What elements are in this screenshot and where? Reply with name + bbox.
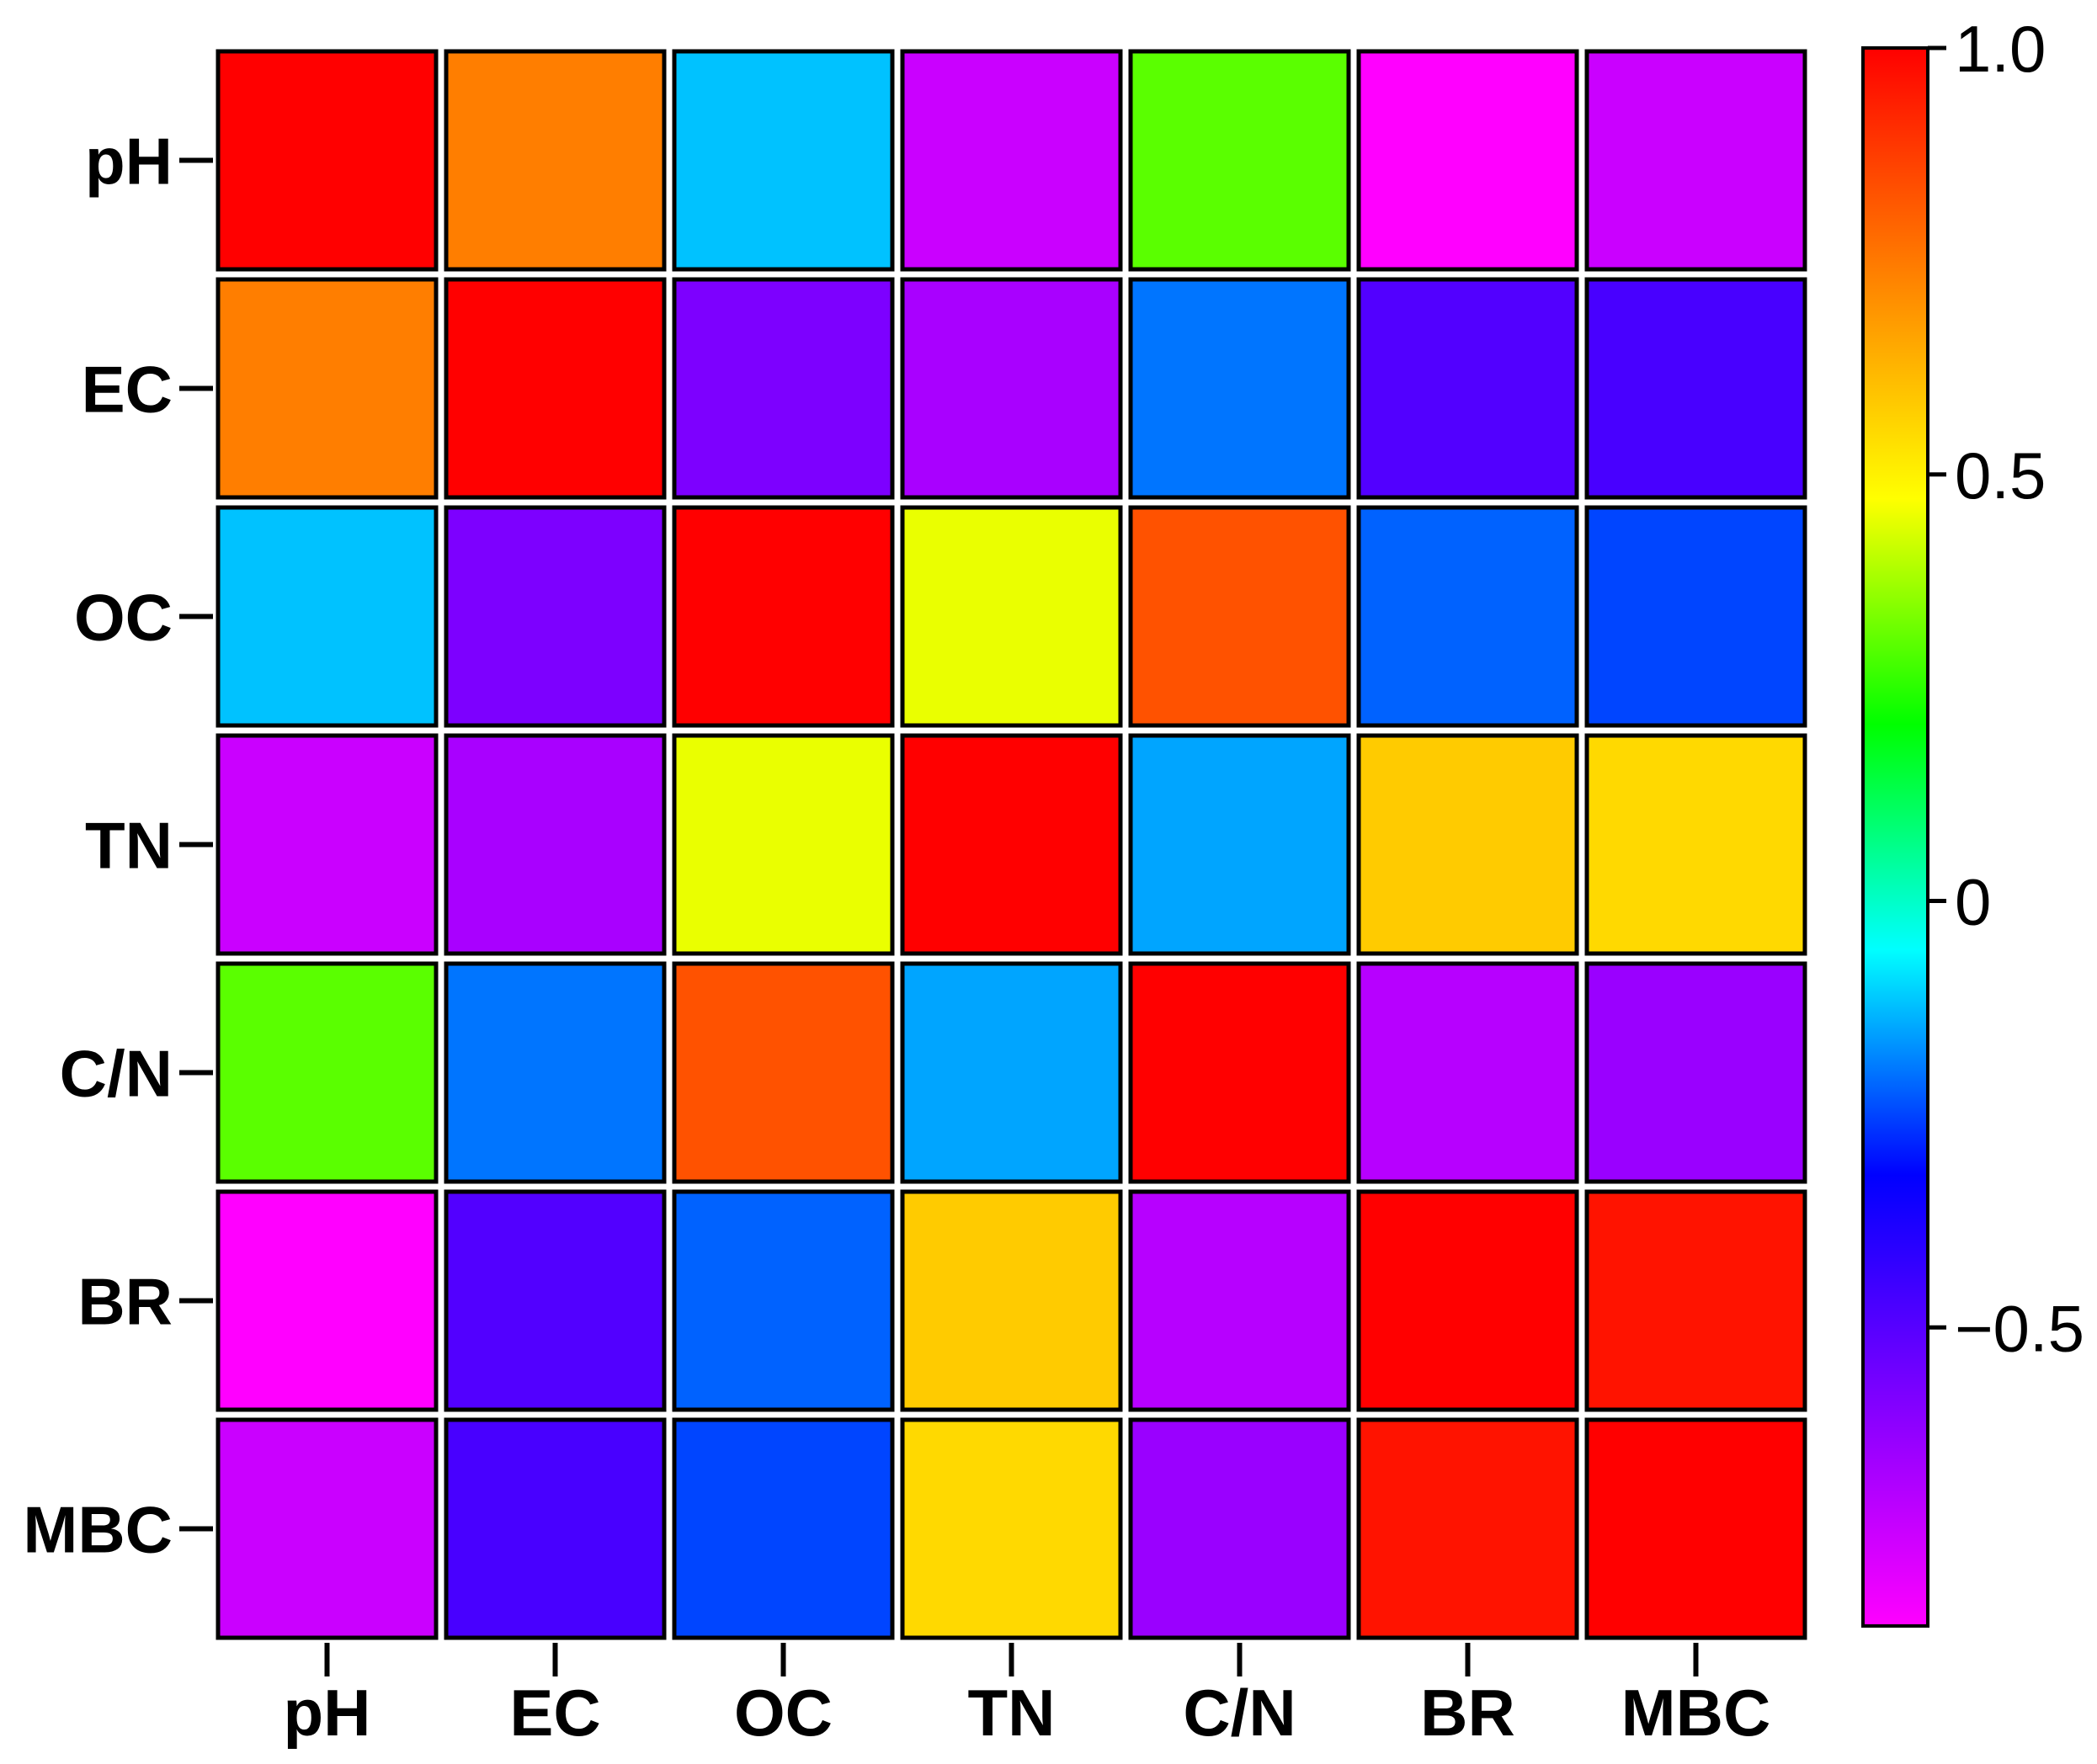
x-tick-label: BR	[1420, 1676, 1515, 1750]
y-tick-label: BR	[77, 1265, 173, 1339]
heatmap-cell-6-3	[900, 1417, 1123, 1640]
heatmap-cell-2-0	[216, 505, 439, 728]
heatmap-cell-4-2	[672, 961, 895, 1184]
heatmap-cell-6-2	[672, 1417, 895, 1640]
heatmap-cell-4-1	[444, 961, 667, 1184]
heatmap-cell-2-4	[1128, 505, 1351, 728]
heatmap-cell-6-0	[216, 1417, 439, 1640]
x-axis: pH EC OC TN C/N BR MBC	[284, 1643, 1771, 1750]
heatmap-cell-0-5	[1356, 49, 1579, 272]
heatmap-cell-5-3	[900, 1189, 1123, 1412]
heatmap-cell-5-2	[672, 1189, 895, 1412]
y-tick-label: pH	[85, 125, 173, 199]
heatmap-cell-4-0	[216, 961, 439, 1184]
heatmap-cell-3-6	[1584, 733, 1807, 956]
heatmap-cell-3-5	[1356, 733, 1579, 956]
heatmap-cell-2-3	[900, 505, 1123, 728]
x-tick-label: TN	[968, 1676, 1056, 1750]
heatmap-cell-1-5	[1356, 277, 1579, 500]
x-tick-label: C/N	[1183, 1676, 1296, 1750]
heatmap-cell-5-0	[216, 1189, 439, 1412]
heatmap-cell-0-3	[900, 49, 1123, 272]
heatmap-cell-0-4	[1128, 49, 1351, 272]
heatmap-cell-3-0	[216, 733, 439, 956]
heatmap-cell-6-6	[1584, 1417, 1807, 1640]
heatmap-cell-3-2	[672, 733, 895, 956]
heatmap-cell-4-6	[1584, 961, 1807, 1184]
heatmap-cell-1-4	[1128, 277, 1351, 500]
heatmap-cell-2-5	[1356, 505, 1579, 728]
heatmap-cell-0-2	[672, 49, 895, 272]
heatmap-cell-6-4	[1128, 1417, 1351, 1640]
heatmap-cell-2-6	[1584, 505, 1807, 728]
y-axis: pH EC OC TN C/N BR MBC	[23, 125, 213, 1567]
heatmap-cell-5-4	[1128, 1189, 1351, 1412]
heatmap-cell-4-3	[900, 961, 1123, 1184]
heatmap-cell-4-5	[1356, 961, 1579, 1184]
heatmap-cell-4-4	[1128, 961, 1351, 1184]
heatmap-cell-6-1	[444, 1417, 667, 1640]
heatmap-cell-0-0	[216, 49, 439, 272]
colorbar-tick-label: −0.5	[1955, 1291, 2084, 1365]
heatmap-cell-2-2	[672, 505, 895, 728]
heatmap-cell-3-4	[1128, 733, 1351, 956]
y-tick-label: OC	[74, 581, 173, 655]
colorbar-gradient	[1861, 46, 1929, 1628]
colorbar-tick-label: 0.5	[1955, 438, 2046, 513]
heatmap-cell-2-1	[444, 505, 667, 728]
heatmap-cell-3-1	[444, 733, 667, 956]
y-tick-label: MBC	[23, 1493, 173, 1567]
x-tick-label: pH	[284, 1676, 371, 1750]
heatmap-cell-1-0	[216, 277, 439, 500]
heatmap-cell-5-6	[1584, 1189, 1807, 1412]
heatmap-cell-5-1	[444, 1189, 667, 1412]
colorbar-tick-label: 0	[1955, 865, 1991, 939]
heatmap-cell-5-5	[1356, 1189, 1579, 1412]
colorbar: 1.0 0.5 0 −0.5	[1861, 12, 2084, 1628]
x-tick-label: OC	[734, 1676, 833, 1750]
heatmap-cell-1-3	[900, 277, 1123, 500]
heatmap-cell-0-1	[444, 49, 667, 272]
heatmap-cell-1-1	[444, 277, 667, 500]
heatmap-cells	[216, 49, 1807, 1640]
x-tick-label: EC	[509, 1676, 600, 1750]
y-tick-label: TN	[85, 809, 173, 883]
heatmap-cell-1-6	[1584, 277, 1807, 500]
heatmap-cell-0-6	[1584, 49, 1807, 272]
heatmap-cell-6-5	[1356, 1417, 1579, 1640]
heatmap-cell-1-2	[672, 277, 895, 500]
heatmap-cell-3-3	[900, 733, 1123, 956]
colorbar-tick-label: 1.0	[1955, 12, 2046, 86]
y-tick-label: EC	[82, 353, 173, 427]
y-tick-label: C/N	[60, 1037, 173, 1111]
x-tick-label: MBC	[1621, 1676, 1771, 1750]
